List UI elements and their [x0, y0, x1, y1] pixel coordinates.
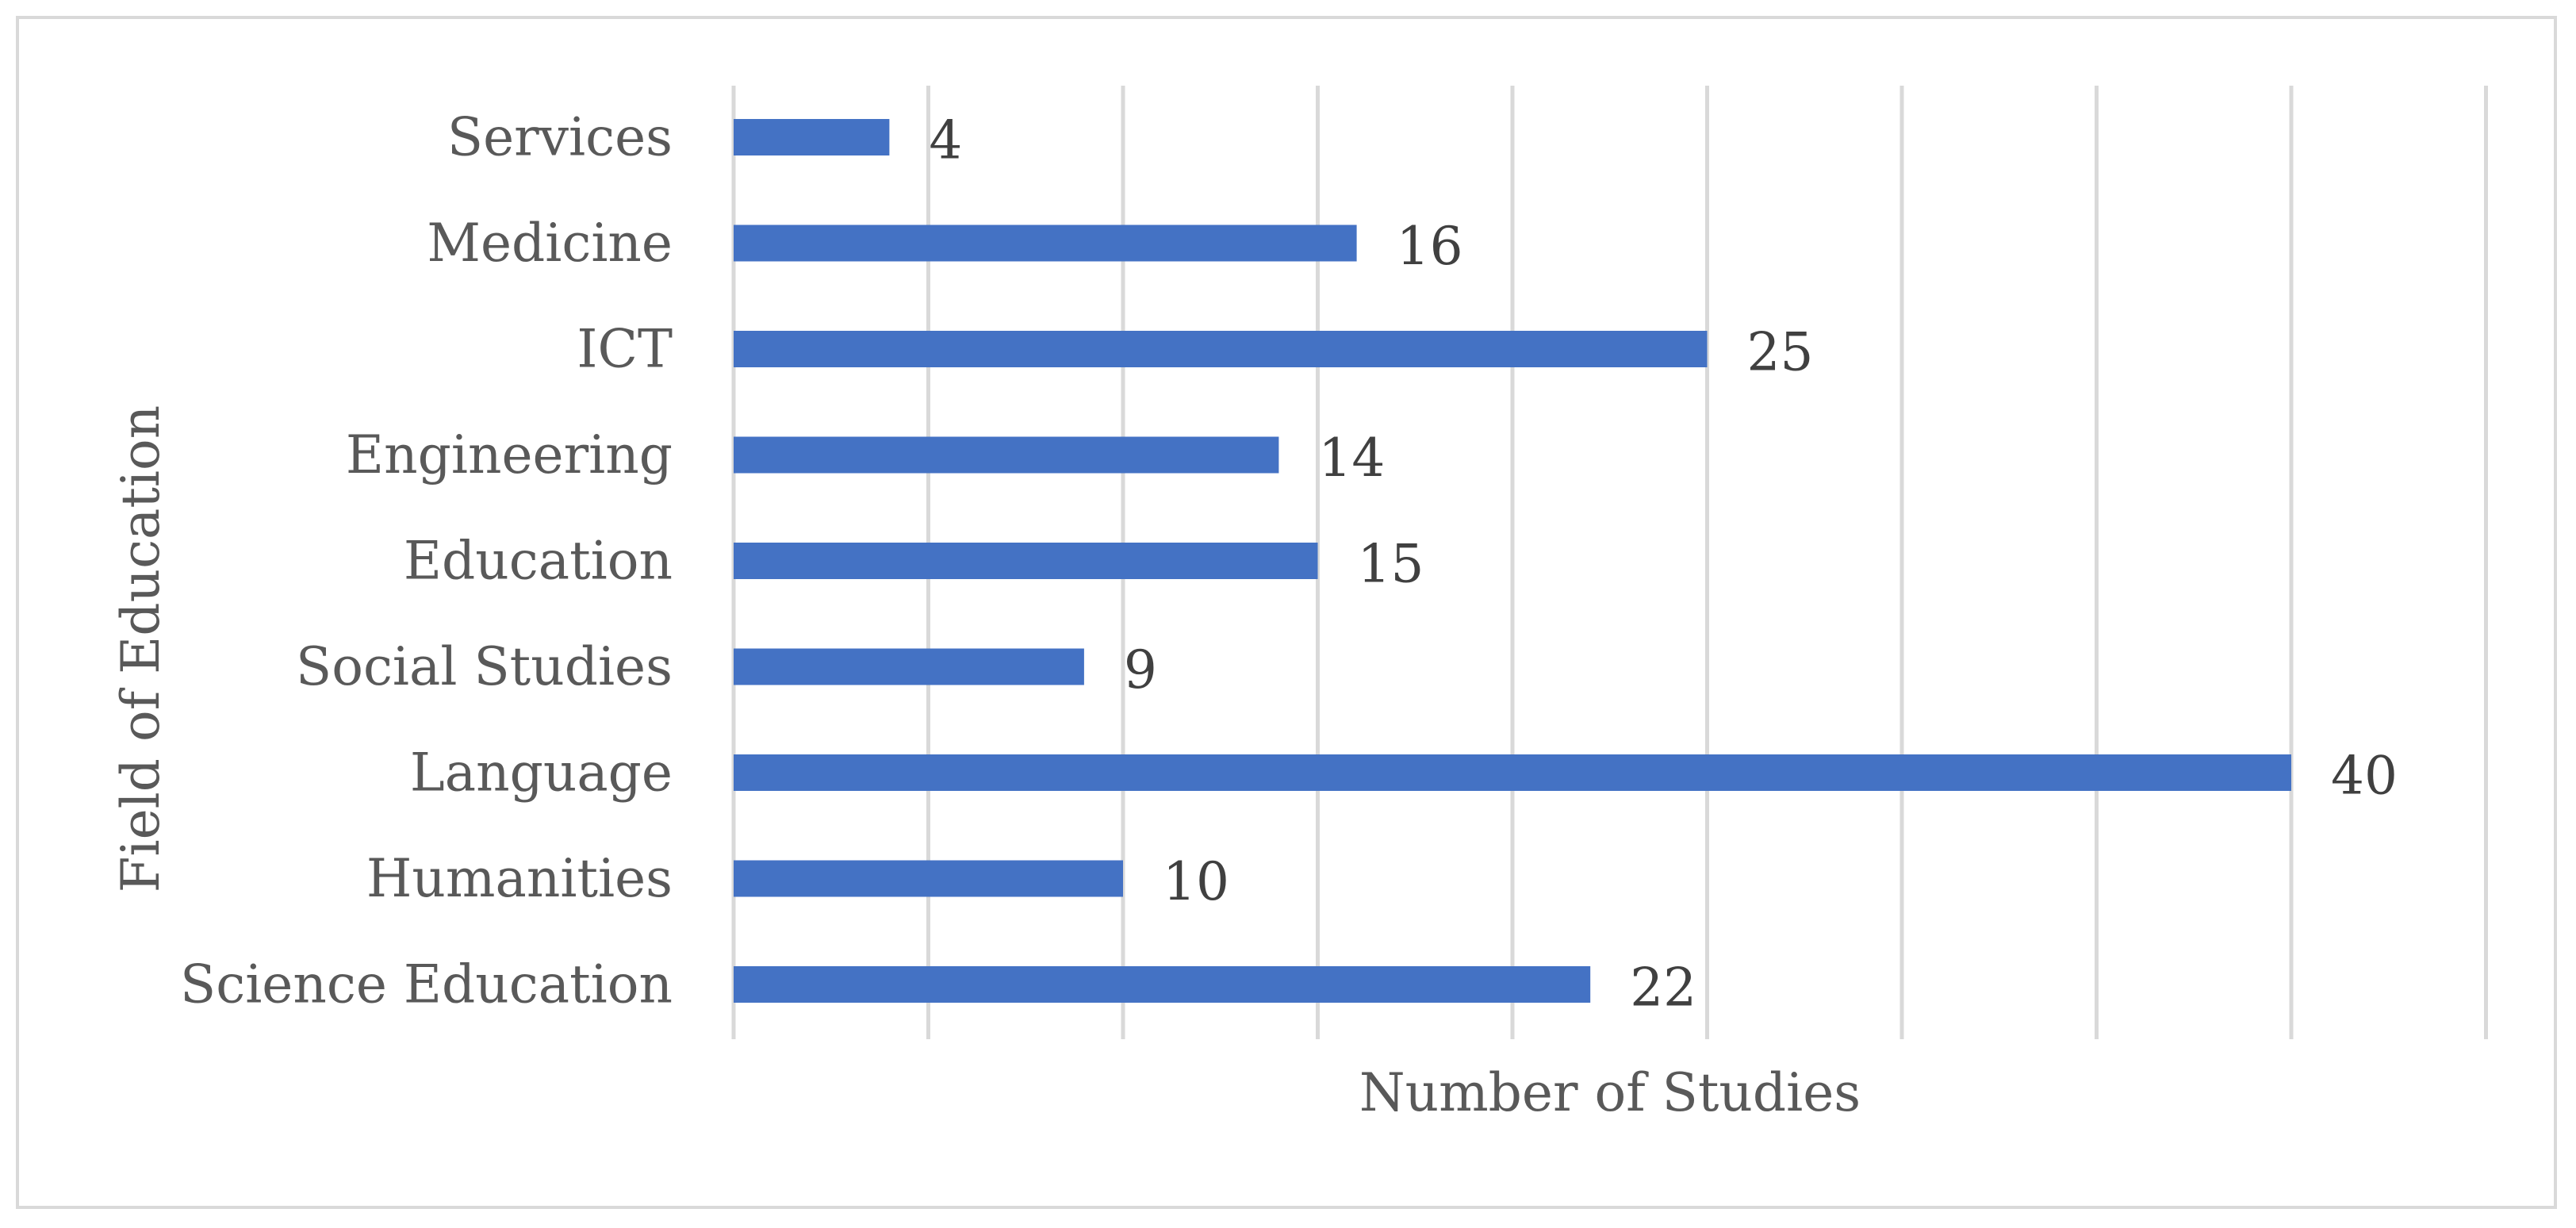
- data-label: 16: [1397, 216, 1463, 277]
- category-label: Science Education: [180, 954, 673, 1015]
- y-axis-title: Field of Education: [110, 405, 171, 893]
- category-labels: Science Education Humanities Language Socia…: [180, 107, 673, 1015]
- category-label: Medicine: [427, 213, 673, 274]
- data-labels: 22 10 40 9 15 14 25 16 4: [929, 110, 2398, 1019]
- bar: [734, 331, 1708, 367]
- x-axis-title: Number of Studies: [1359, 1062, 1861, 1123]
- category-label: Language: [410, 743, 673, 804]
- bar: [734, 966, 1591, 1003]
- bars: [734, 119, 2291, 1003]
- category-label: Humanities: [366, 848, 673, 909]
- data-label: 9: [1124, 639, 1157, 700]
- bar: [734, 648, 1084, 685]
- data-label: 10: [1163, 851, 1229, 912]
- bar: [734, 119, 890, 155]
- data-label: 14: [1318, 428, 1385, 489]
- bar: [734, 754, 2291, 791]
- data-label: 40: [2331, 746, 2398, 807]
- data-label: 25: [1747, 322, 1814, 383]
- bar: [734, 860, 1123, 897]
- data-label: 22: [1630, 957, 1696, 1019]
- bar: [734, 224, 1357, 262]
- category-label: Social Studies: [296, 636, 673, 697]
- data-label: 4: [929, 110, 962, 171]
- bar: [734, 543, 1318, 579]
- category-label: ICT: [577, 319, 673, 380]
- chart-frame: [16, 16, 2557, 1209]
- bar: [734, 436, 1279, 474]
- category-label: Engineering: [346, 424, 673, 485]
- category-label: Services: [447, 107, 673, 168]
- data-label: 15: [1358, 534, 1424, 595]
- category-label: Education: [404, 531, 673, 592]
